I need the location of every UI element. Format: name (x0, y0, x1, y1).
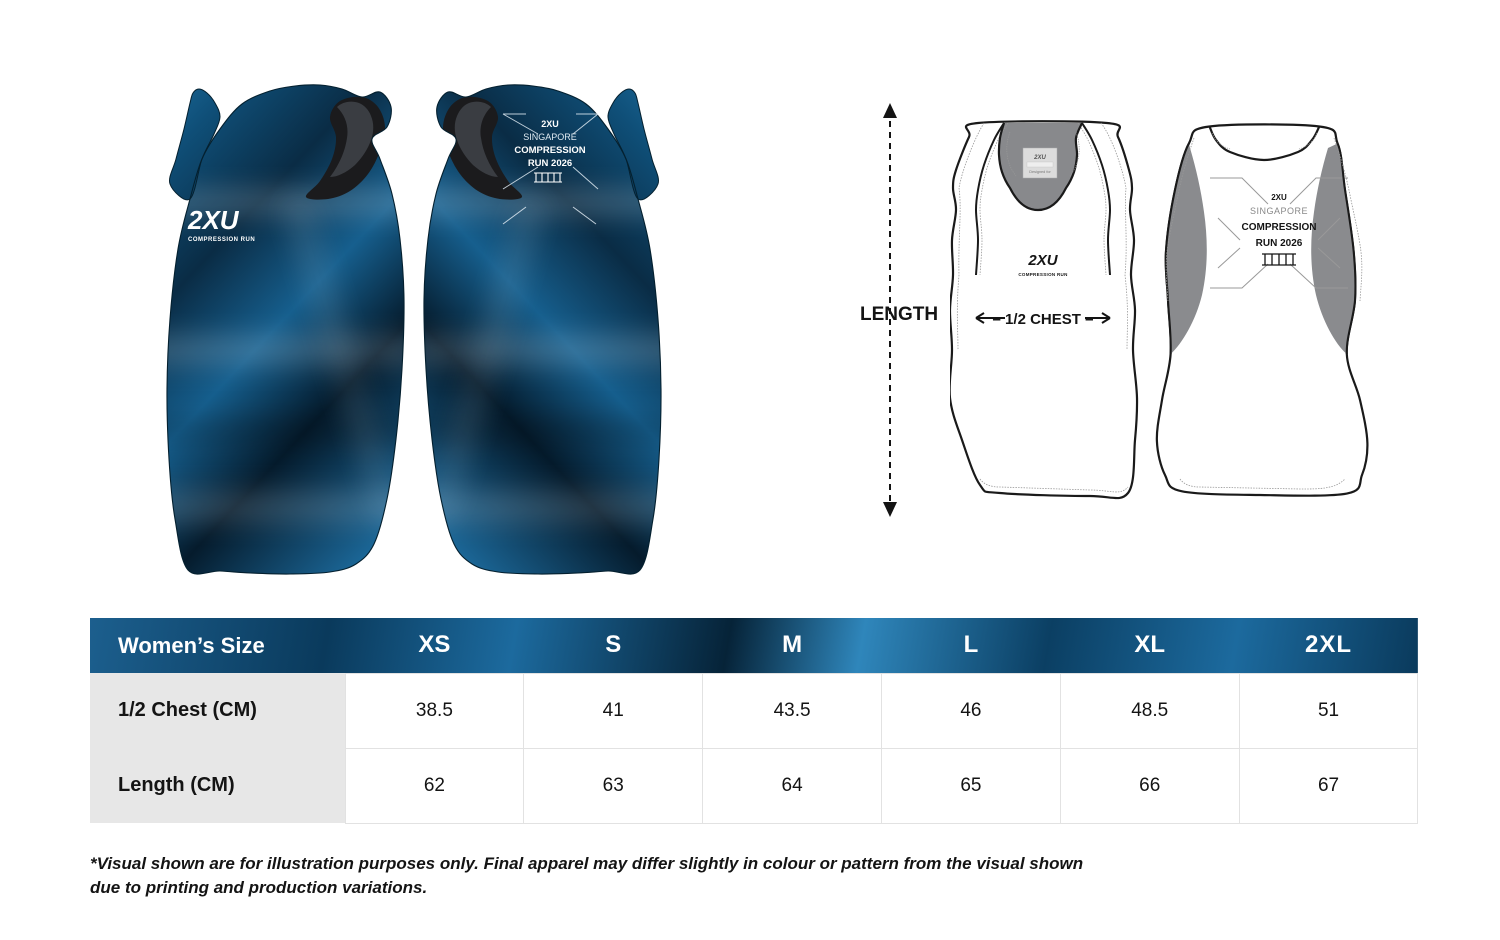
svg-text:– 1/2 CHEST –: – 1/2 CHEST – (993, 311, 1094, 328)
svg-text:COMPRESSION RUN: COMPRESSION RUN (1018, 272, 1067, 277)
svg-text:LENGTH: LENGTH (860, 304, 938, 325)
svg-text:SINGAPORE: SINGAPORE (523, 132, 577, 142)
svg-text:2XU: 2XU (1271, 193, 1287, 202)
svg-text:2XU: 2XU (187, 205, 240, 235)
svg-text:Designed for: Designed for (1029, 170, 1051, 174)
svg-text:COMPRESSION: COMPRESSION (514, 145, 585, 156)
svg-text:2XU: 2XU (1033, 155, 1046, 161)
svg-text:RUN 2026: RUN 2026 (1256, 238, 1303, 249)
svg-text:COMPRESSION RUN: COMPRESSION RUN (188, 237, 255, 243)
svg-text:2XU: 2XU (541, 119, 559, 129)
svg-text:COMPRESSION: COMPRESSION (1241, 222, 1316, 233)
svg-text:SINGAPORE: SINGAPORE (1250, 206, 1308, 216)
svg-text:2XU: 2XU (1027, 252, 1058, 269)
svg-text:RUN 2026: RUN 2026 (528, 158, 572, 169)
